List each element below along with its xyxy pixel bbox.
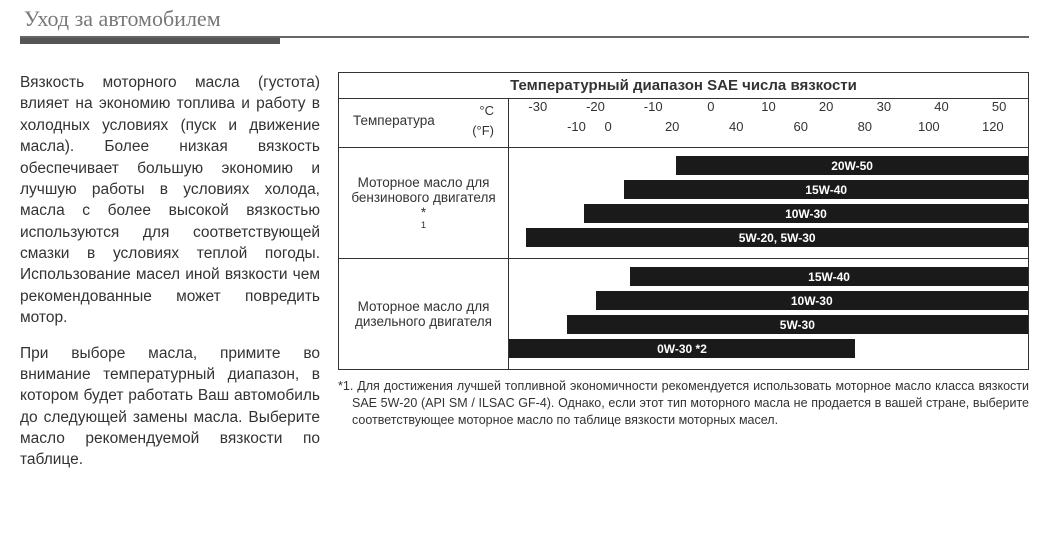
tick-c: 10 (761, 99, 775, 114)
tick-c: -20 (586, 99, 605, 114)
page: Уход за автомобилем Вязкость моторного м… (0, 0, 1049, 505)
oil-bars-cell: 15W-40 10W-30 5W-30 0W-30 *2 (509, 259, 1028, 369)
left-column: Вязкость моторного масла (густота) влияе… (20, 72, 320, 485)
temperature-scale: -30-20-1001020304050-10020406080100120 (509, 99, 1028, 139)
oil-bar: 15W-40 (624, 180, 1028, 199)
oil-bar: 5W-30 (567, 315, 1028, 334)
oil-bar: 0W-30 *2 (509, 339, 855, 358)
tick-f: 60 (794, 119, 808, 134)
temperature-label: Температура (353, 113, 435, 128)
oil-bar-row: 15W-40 (509, 180, 1028, 202)
oil-bar: 10W-30 (596, 291, 1029, 310)
oil-group-label: Моторное масло для бензинового двигателя… (339, 148, 509, 258)
oil-group-label: Моторное масло для дизельного двигателя (339, 259, 509, 369)
oil-bar-row: 5W-20, 5W-30 (509, 228, 1028, 250)
oil-bars-cell: 20W-50 15W-40 10W-30 5W-20, 5W-30 (509, 148, 1028, 258)
unit-f: (°F) (472, 123, 494, 138)
temperature-scale-row: Температура °C (°F) -30-20-1001020304050… (339, 99, 1028, 148)
chart-title: Температурный диапазон SAE числа вязкост… (339, 73, 1028, 99)
sae-chart: Температурный диапазон SAE числа вязкост… (338, 72, 1029, 370)
unit-c: °C (479, 103, 494, 118)
tick-c: -30 (528, 99, 547, 114)
paragraph-1: Вязкость моторного масла (густота) влияе… (20, 72, 320, 329)
tick-f: 0 (605, 119, 612, 134)
oil-bar: 10W-30 (584, 204, 1028, 223)
oil-bar-row: 15W-40 (509, 267, 1028, 289)
oil-bar-row: 5W-30 (509, 315, 1028, 337)
tick-c: 0 (707, 99, 714, 114)
oil-bar-row: 10W-30 (509, 204, 1028, 226)
tick-f: 20 (665, 119, 679, 134)
oil-bar-row: 20W-50 (509, 156, 1028, 178)
footnote-marker: *1. (338, 379, 353, 393)
title-underline-accent (20, 38, 280, 44)
tick-c: -10 (644, 99, 663, 114)
footnote: *1. Для достижения лучшей топливной экон… (338, 378, 1029, 429)
tick-c: 40 (934, 99, 948, 114)
oil-bar-row: 0W-30 *2 (509, 339, 1028, 361)
tick-c: 30 (877, 99, 891, 114)
tick-c: 20 (819, 99, 833, 114)
temperature-label-cell: Температура °C (°F) (339, 99, 509, 147)
tick-f: 40 (729, 119, 743, 134)
oil-bar: 20W-50 (676, 156, 1028, 175)
footnote-text: Для достижения лучшей топливной экономич… (352, 379, 1029, 427)
oil-bar: 5W-20, 5W-30 (526, 228, 1028, 247)
tick-f: 100 (918, 119, 940, 134)
right-column: Температурный диапазон SAE числа вязкост… (338, 72, 1029, 485)
tick-f: 120 (982, 119, 1004, 134)
oil-bar-row: 10W-30 (509, 291, 1028, 313)
tick-f: 80 (858, 119, 872, 134)
oil-bar: 15W-40 (630, 267, 1028, 286)
oil-group: Моторное масло для дизельного двигателя1… (339, 259, 1028, 369)
tick-f: -10 (567, 119, 586, 134)
tick-c: 50 (992, 99, 1006, 114)
content-row: Вязкость моторного масла (густота) влияе… (20, 72, 1029, 485)
oil-groups: Моторное масло для бензинового двигателя… (339, 148, 1028, 369)
page-title: Уход за автомобилем (20, 0, 1029, 36)
oil-group: Моторное масло для бензинового двигателя… (339, 148, 1028, 259)
paragraph-2: При выборе масла, примите во внимание те… (20, 343, 320, 471)
